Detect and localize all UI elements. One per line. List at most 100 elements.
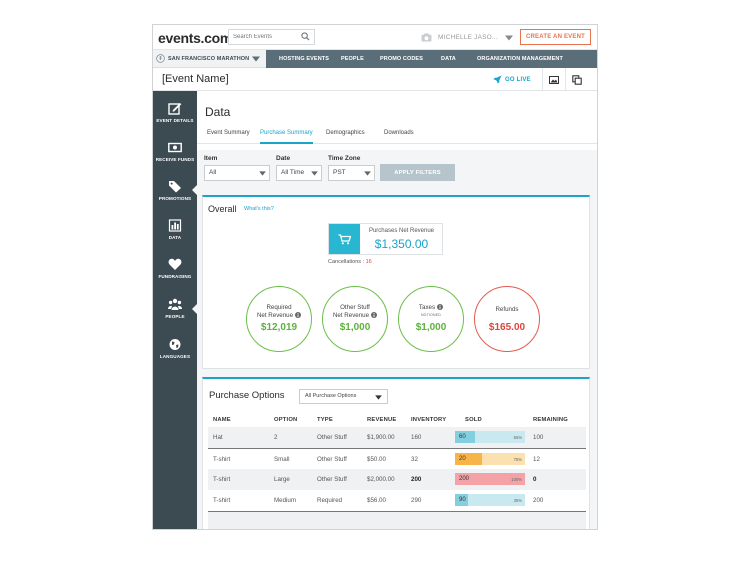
nav-promo-codes[interactable]: PROMO CODES	[380, 56, 423, 62]
table-row[interactable]: T-shirt Large Other Stuff $2,000.00 200 …	[208, 469, 586, 490]
nav-people[interactable]: PEOPLE	[341, 56, 364, 62]
circle-label-line2: Net Revenue	[247, 312, 311, 320]
sold-bar-remainder	[468, 494, 525, 506]
chevron-down-icon[interactable]	[252, 56, 260, 62]
cell-name: T-shirt	[213, 456, 231, 463]
sidebar-item-event-details[interactable]: EVENT DETAILS	[153, 102, 197, 123]
sold-bar-fill	[455, 473, 525, 485]
circle-sublabel: NOTIONED	[420, 313, 442, 317]
nav-bar: SAN FRANCISCO MARATHON HOSTING EVENTS PE…	[153, 50, 597, 68]
cell-inventory: 200	[411, 476, 422, 483]
purchase-options-select[interactable]: All Purchase Options	[299, 389, 388, 404]
table-row[interactable]: Hat 2 Other Stuff $1,900.00 160 60 55% 1…	[208, 427, 586, 448]
table-row[interactable]: T-shirt Small Other Stuff $50.00 32 20 7…	[208, 448, 586, 469]
purchase-options-select-value: All Purchase Options	[305, 393, 357, 399]
event-selector[interactable]: SAN FRANCISCO MARATHON	[153, 50, 266, 68]
nav-hosting-events[interactable]: HOSTING EVENTS	[279, 56, 329, 62]
cell-remaining: 200	[533, 497, 544, 504]
nav-data[interactable]: DATA	[441, 56, 456, 62]
circle-label: Required	[266, 304, 292, 311]
cell-revenue: $2,000.00	[367, 476, 395, 483]
column-header-remaining[interactable]: REMAINING	[533, 417, 568, 423]
sidebar-item-label: DATA	[168, 235, 182, 240]
column-header-sold[interactable]: SOLD	[465, 417, 482, 423]
sidebar-item-receive-funds[interactable]: RECEIVE FUNDS	[153, 141, 197, 162]
tab-event-summary[interactable]: Event Summary	[207, 130, 250, 136]
item-filter-select[interactable]: All	[204, 165, 270, 181]
sold-percent: 100%	[511, 477, 522, 482]
timezone-filter-select[interactable]: PST	[328, 165, 375, 181]
column-header-option[interactable]: OPTION	[274, 417, 298, 423]
sidebar-item-label: EVENT DETAILS	[156, 118, 194, 123]
info-icon[interactable]	[295, 312, 302, 319]
cell-revenue: $1,900.00	[367, 434, 395, 441]
nav-organization-management[interactable]: ORGANIZATION MANAGEMENT	[477, 56, 563, 62]
top-bar: events.com MICHELLE JASO... CREATE AN EV…	[153, 25, 597, 50]
user-name[interactable]: MICHELLE JASO...	[438, 34, 498, 41]
event-selector-label[interactable]: SAN FRANCISCO MARATHON	[168, 55, 250, 62]
tab-purchase-summary[interactable]: Purchase Summary	[260, 130, 313, 144]
content-header: Data Event Summary Purchase Summary Demo…	[197, 91, 597, 150]
logo[interactable]: events.com	[158, 30, 233, 46]
net-revenue-value: $1,350.00	[374, 237, 429, 251]
sidebar-item-fundraising[interactable]: FUNDRAISING	[153, 258, 197, 279]
chevron-down-icon	[311, 171, 318, 176]
filters-bar: Item All Date All Time Time Zone PST APP…	[197, 150, 597, 186]
cell-type: Other Stuff	[317, 476, 347, 483]
event-name: [Event Name]	[162, 73, 229, 85]
refunds-circle: Refunds $165.00	[474, 286, 540, 352]
chevron-down-icon[interactable]	[504, 35, 513, 41]
go-live-label[interactable]: GO LIVE	[505, 76, 531, 83]
cell-remaining: 0	[533, 476, 537, 483]
search-icon[interactable]	[301, 32, 310, 41]
cell-name: Hat	[213, 434, 223, 441]
page-title: Data	[205, 105, 231, 119]
user-menu[interactable]: MICHELLE JASO...	[421, 30, 513, 45]
net-revenue-card: Purchases Net Revenue $1,350.00	[328, 223, 443, 255]
circle-label: Taxes	[399, 304, 463, 312]
required-revenue-circle: Required Net Revenue $12,019	[246, 286, 312, 352]
image-button[interactable]	[542, 68, 564, 91]
sidebar-item-label: PROMOTIONS	[158, 196, 192, 201]
sidebar-item-data[interactable]: DATA	[153, 219, 197, 240]
column-header-inventory[interactable]: INVENTORY	[411, 417, 447, 423]
column-header-type[interactable]: TYPE	[317, 417, 333, 423]
circle-label: Other Stuff	[340, 304, 370, 311]
active-indicator	[192, 185, 197, 195]
rocket-icon	[493, 75, 502, 84]
table-row[interactable]: T-shirt Medium Required $56.00 290 90 35…	[208, 490, 586, 511]
sidebar-item-people[interactable]: PEOPLE	[153, 298, 197, 319]
create-event-button[interactable]: CREATE AN EVENT	[520, 29, 591, 45]
info-icon[interactable]	[371, 312, 378, 319]
tab-downloads[interactable]: Downloads	[384, 130, 414, 136]
date-filter-select[interactable]: All Time	[276, 165, 322, 181]
sub-tabs: Event Summary Purchase Summary Demograph…	[197, 128, 597, 144]
whats-this-link[interactable]: What's this?	[244, 206, 274, 212]
people-icon	[168, 298, 182, 310]
app-window: events.com MICHELLE JASO... CREATE AN EV…	[152, 24, 598, 530]
column-header-name[interactable]: NAME	[213, 417, 231, 423]
tab-demographics[interactable]: Demographics	[326, 130, 365, 136]
go-live-button[interactable]: GO LIVE	[493, 75, 531, 84]
search-box[interactable]	[228, 29, 315, 45]
net-revenue-label: Purchases Net Revenue	[368, 228, 435, 234]
chart-icon	[168, 219, 182, 232]
apply-filters-button[interactable]: APPLY FILTERS	[380, 164, 455, 181]
copy-button[interactable]	[565, 68, 587, 91]
column-header-revenue[interactable]: REVENUE	[367, 417, 397, 423]
cell-option: Large	[274, 476, 290, 483]
cell-remaining: 100	[533, 434, 544, 441]
sold-value: 200	[459, 476, 470, 482]
overall-panel: Overall What's this? Purchases Net Reven…	[202, 195, 590, 369]
search-input[interactable]	[229, 30, 299, 44]
info-icon[interactable]	[437, 304, 444, 311]
sidebar-item-promotions[interactable]: PROMOTIONS	[153, 180, 197, 201]
cell-option: Medium	[274, 497, 297, 504]
table-row-partial[interactable]	[208, 511, 586, 529]
purchase-options-panel: Purchase Options All Purchase Options NA…	[202, 377, 590, 529]
cell-type: Other Stuff	[317, 434, 347, 441]
circle-value: $1,000	[339, 322, 371, 333]
main-content: Data Event Summary Purchase Summary Demo…	[197, 91, 597, 529]
item-filter-value: All	[209, 169, 217, 176]
sidebar-item-languages[interactable]: LANGUAGES	[153, 338, 197, 359]
